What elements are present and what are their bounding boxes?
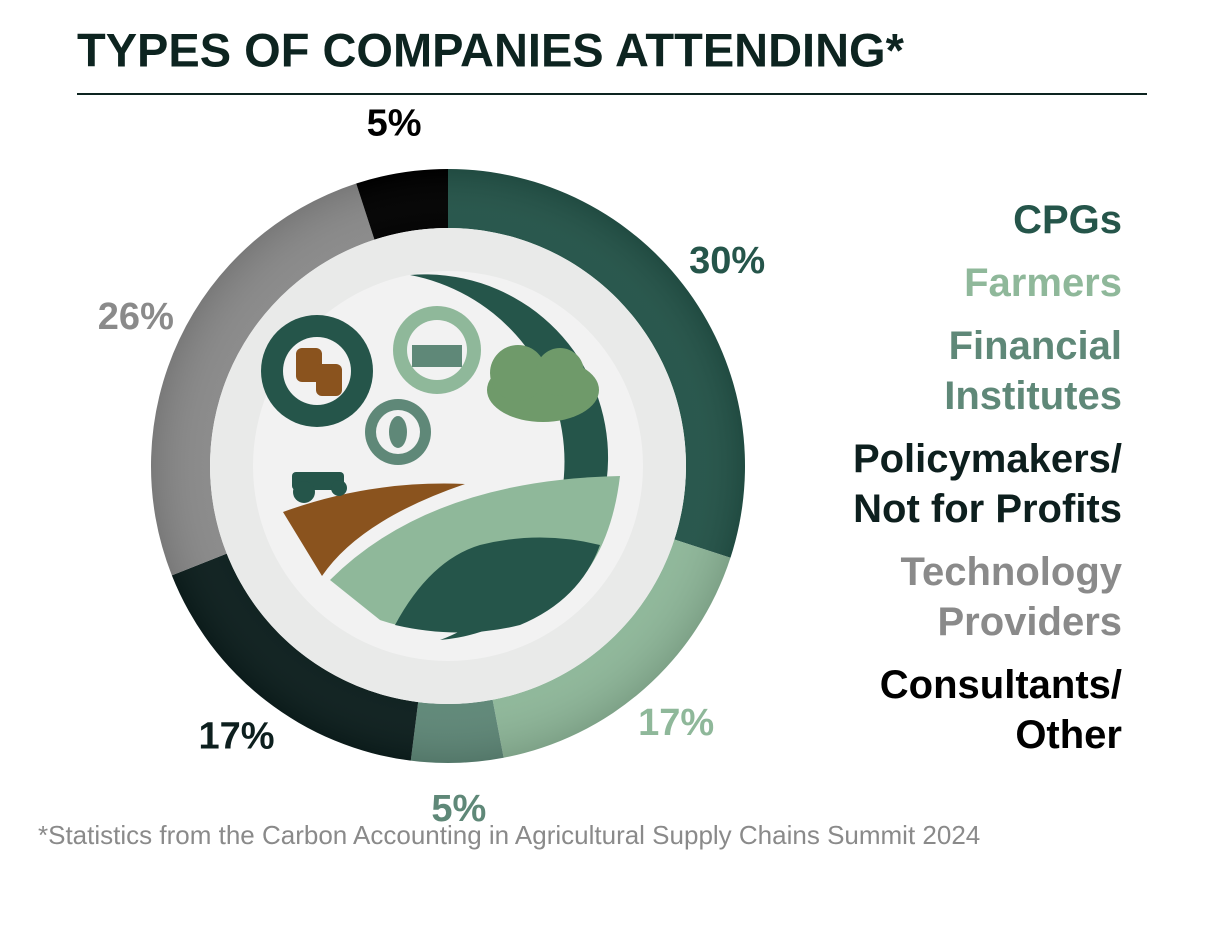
legend-entry: Policymakers/ Not for Profits: [852, 437, 1122, 531]
legend: CPGs Farmers Financial Institutes Policymak…: [822, 195, 1122, 773]
legend-entry: Farmers: [964, 261, 1122, 305]
data-label: 30%: [689, 240, 765, 282]
illustration: [210, 228, 686, 704]
legend-entry: Consultants/ Other: [879, 663, 1122, 757]
data-label: 5%: [367, 102, 422, 144]
data-label: 17%: [199, 716, 275, 758]
data-label: 26%: [98, 296, 174, 338]
data-label: 17%: [638, 702, 714, 744]
footnote: *Statistics from the Carbon Accounting i…: [38, 820, 980, 850]
chart-title: TYPES OF COMPANIES ATTENDING*: [77, 23, 905, 76]
legend-entry: Financial Institutes: [944, 324, 1122, 418]
legend-entry: CPGs: [1013, 198, 1122, 242]
data-label: 5%: [431, 788, 486, 830]
legend-entry: Technology Providers: [900, 550, 1122, 644]
